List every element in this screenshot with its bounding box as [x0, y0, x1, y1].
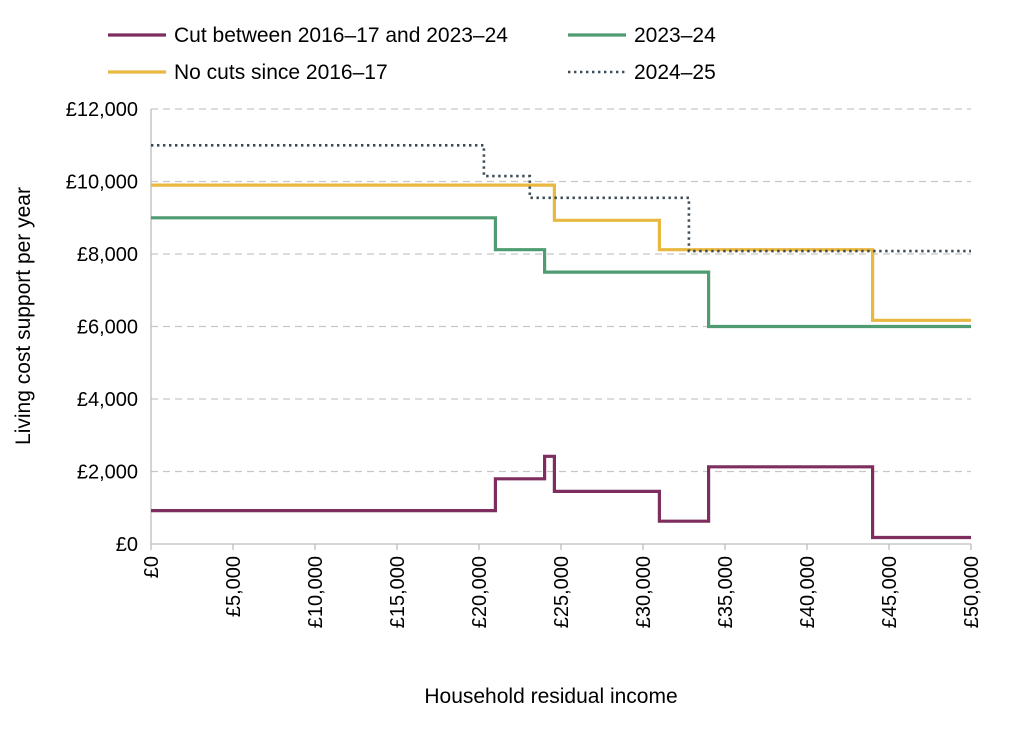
series-lines — [151, 144, 971, 540]
y-tick-label: £2,000 — [77, 462, 138, 484]
legend-item: 2023–24 — [568, 24, 716, 47]
x-tick-label: £15,000 — [387, 556, 409, 628]
x-tick-label: £10,000 — [305, 556, 327, 628]
x-tick-label: £0 — [141, 556, 163, 578]
legend-label: 2024–25 — [634, 61, 716, 84]
legend-item: Cut between 2016–17 and 2023–24 — [108, 24, 508, 47]
legend-item: 2024–25 — [568, 61, 716, 84]
legend: Cut between 2016–17 and 2023–24 2023–24 No… — [108, 24, 716, 84]
gridlines — [151, 108, 971, 473]
x-tick-label: £50,000 — [961, 556, 983, 628]
y-tick-label: £6,000 — [77, 317, 138, 339]
y-tick-label: £10,000 — [66, 172, 138, 194]
y-tick-label: £8,000 — [77, 244, 138, 266]
series-line-2 — [151, 216, 971, 329]
x-tick-label: £20,000 — [469, 556, 491, 628]
y-tick-label: £4,000 — [77, 389, 138, 411]
x-tick-label: £5,000 — [223, 556, 245, 617]
y-axis-title: Living cost support per year — [12, 187, 35, 445]
y-tick-label: £12,000 — [66, 99, 138, 121]
series-line-1 — [151, 183, 971, 322]
legend-label: 2023–24 — [634, 24, 716, 47]
series-line-3 — [151, 144, 971, 253]
legend-label: Cut between 2016–17 and 2023–24 — [174, 24, 508, 47]
legend-label: No cuts since 2016–17 — [174, 61, 388, 84]
y-tick-label: £0 — [116, 534, 138, 556]
axes: £0 £2,000 £4,000 £6,000 £8,000 £10,000 £12,000… — [66, 99, 983, 628]
x-tick-label: £25,000 — [551, 556, 573, 628]
x-tick-label: £45,000 — [879, 556, 901, 628]
legend-item: No cuts since 2016–17 — [108, 61, 388, 84]
x-tick-label: £30,000 — [633, 556, 655, 628]
x-tick-label: £40,000 — [797, 556, 819, 628]
x-axis-title: Household residual income — [424, 685, 677, 708]
x-tick-label: £35,000 — [715, 556, 737, 628]
series-line-0 — [151, 454, 971, 540]
